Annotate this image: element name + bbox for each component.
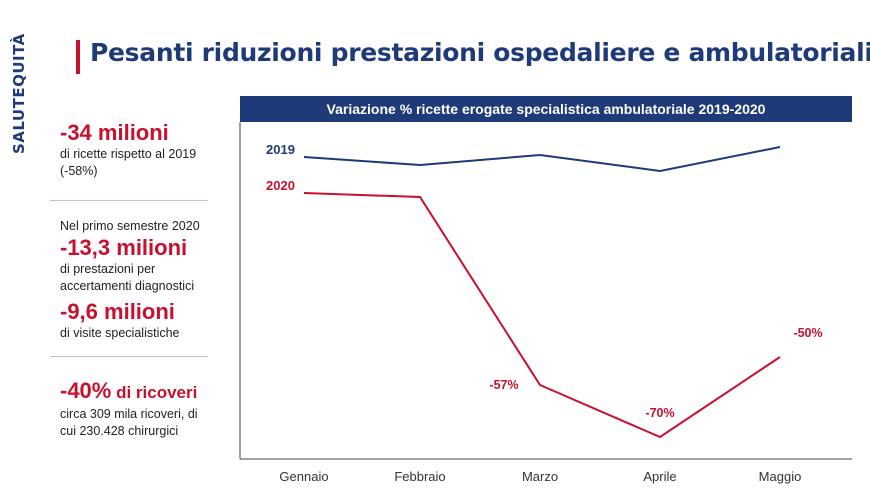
data-label-2020-2: -57%	[489, 378, 518, 392]
data-label-2020-3: -70%	[645, 406, 674, 420]
stats-semestre: Nel primo semestre 2020 -13,3 milioni di…	[60, 218, 210, 342]
x-tick-label-febbraio: Febbraio	[394, 469, 445, 484]
series-label-2019: 2019	[266, 142, 295, 157]
stat-ricoveri-value: -40% di ricoveri	[60, 378, 198, 403]
x-tick-label-gennaio: Gennaio	[279, 469, 328, 484]
x-tick-label-marzo: Marzo	[522, 469, 558, 484]
x-tick-label-maggio: Maggio	[759, 469, 802, 484]
stat-ricette-value: -34 milioni	[60, 120, 169, 145]
x-tick-label-aprile: Aprile	[643, 469, 676, 484]
page-title: Pesanti riduzioni prestazioni ospedalier…	[90, 38, 870, 67]
stat-semestre-intro: Nel primo semestre 2020	[60, 219, 200, 233]
separator	[50, 200, 208, 201]
stat-diagnostici-desc: di prestazioni per accertamenti diagnost…	[60, 262, 195, 293]
title-accent-bar	[76, 40, 80, 74]
data-label-2020-4: -50%	[793, 326, 822, 340]
stat-ricette-desc: di ricette rispetto al 2019 (-58%)	[60, 147, 197, 178]
separator	[50, 356, 208, 357]
series-label-2020: 2020	[266, 178, 295, 193]
stat-ricoveri-desc: circa 309 mila ricoveri, di cui 230.428 …	[60, 407, 198, 438]
series-line-2019	[303, 146, 781, 173]
stat-visite-desc: di visite specialistiche	[60, 326, 180, 340]
stats-panel: -34 milioni di ricette rispetto al 2019 …	[60, 120, 210, 180]
series-line-2020	[303, 192, 781, 439]
chart-title: Variazione % ricette erogate specialisti…	[240, 96, 852, 122]
stat-diagnostici-value: -13,3 milioni	[60, 235, 188, 260]
stat-visite-value: -9,6 milioni	[60, 299, 175, 324]
stats-ricoveri: -40% di ricoveri circa 309 mila ricoveri…	[60, 378, 210, 440]
